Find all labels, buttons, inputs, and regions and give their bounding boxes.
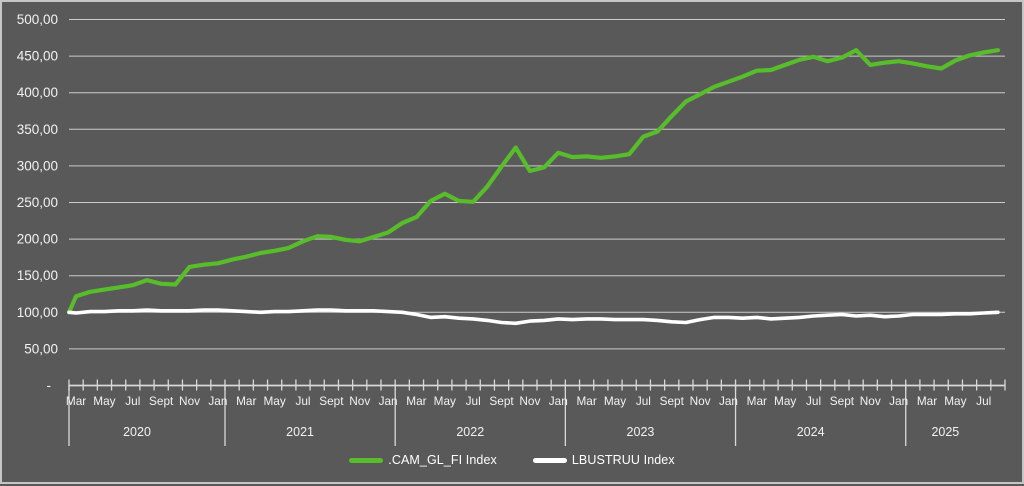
x-axis-month-label: Jul xyxy=(976,394,991,408)
x-axis-month-label: Sept xyxy=(319,394,344,408)
x-axis-month-label: Jan xyxy=(889,394,908,408)
x-axis-month-label: May xyxy=(944,394,966,408)
x-axis-month-label: Jan xyxy=(549,394,568,408)
x-axis-month-label: May xyxy=(774,394,796,408)
axis-labels: 500,00 450,00 400,00 350,00 300,00 250,00 200,… xyxy=(17,12,992,439)
y-axis-tick-label: 50,00 xyxy=(24,341,58,356)
x-axis-month-label: May xyxy=(434,394,456,408)
x-axis-month-label: Jan xyxy=(379,394,398,408)
data-series xyxy=(66,48,1001,326)
x-axis-month-label: Mar xyxy=(406,394,426,408)
x-axis-month-label: Nov xyxy=(690,394,711,408)
series-line-lbustruu xyxy=(67,308,1000,326)
x-axis-month-label: Jul xyxy=(125,394,140,408)
x-axis-month-label: Mar xyxy=(747,394,767,408)
x-axis-month-label: Jul xyxy=(466,394,481,408)
x-axis-year-label: 2023 xyxy=(627,425,655,439)
x-axis-month-label: May xyxy=(93,394,115,408)
x-axis-month-label: Jul xyxy=(806,394,821,408)
legend-item-cam-gl-fi: .CAM_GL_FI Index xyxy=(349,453,497,467)
legend: .CAM_GL_FI Index LBUSTRUU Index xyxy=(2,453,1022,467)
axes xyxy=(68,379,1006,446)
x-axis-month-label: Mar xyxy=(66,394,86,408)
white-line-swatch-icon xyxy=(532,457,567,463)
x-axis-month-label: Nov xyxy=(349,394,370,408)
x-axis-year-label: 2020 xyxy=(123,425,151,439)
y-axis-tick-label: 300,00 xyxy=(17,158,58,173)
x-axis-month-label: Sept xyxy=(660,394,685,408)
x-axis-month-label: May xyxy=(604,394,626,408)
x-axis-year-label: 2022 xyxy=(456,425,484,439)
x-axis-month-label: Mar xyxy=(576,394,596,408)
y-axis-tick-label: - xyxy=(47,378,52,393)
x-axis-month-label: May xyxy=(263,394,285,408)
green-line-swatch-icon xyxy=(349,457,384,463)
y-axis-tick-label: 250,00 xyxy=(17,195,58,210)
y-axis-tick-label: 100,00 xyxy=(17,305,58,320)
x-axis-month-label: Jul xyxy=(636,394,651,408)
x-axis-month-label: Sept xyxy=(149,394,174,408)
legend-label-lbustruu: LBUSTRUU Index xyxy=(571,453,675,467)
x-axis-year-label: 2025 xyxy=(931,425,959,439)
gridlines xyxy=(69,19,1005,350)
y-axis-tick-label: 400,00 xyxy=(17,85,58,100)
x-axis-month-label: Jan xyxy=(208,394,227,408)
x-axis-month-label: Mar xyxy=(917,394,937,408)
x-axis-month-label: Nov xyxy=(860,394,881,408)
y-axis-tick-label: 350,00 xyxy=(17,122,58,137)
x-axis-month-label: Mar xyxy=(236,394,256,408)
y-axis-tick-label: 450,00 xyxy=(17,49,58,64)
x-axis-month-label: Sept xyxy=(489,394,514,408)
legend-label-cam-gl-fi: .CAM_GL_FI Index xyxy=(388,453,497,467)
x-axis-month-label: Nov xyxy=(179,394,200,408)
y-axis-tick-label: 500,00 xyxy=(17,12,58,27)
x-axis-month-label: Sept xyxy=(830,394,855,408)
legend-item-lbustruu: LBUSTRUU Index xyxy=(532,453,675,467)
x-axis-month-label: Jul xyxy=(295,394,310,408)
x-axis-month-label: Jan xyxy=(719,394,738,408)
x-axis-year-label: 2021 xyxy=(286,425,314,439)
y-axis-tick-label: 200,00 xyxy=(17,232,58,247)
x-axis-year-label: 2024 xyxy=(797,425,825,439)
x-axis-month-label: Nov xyxy=(519,394,540,408)
series-line-cam-gl-fi xyxy=(66,48,1001,315)
y-axis-tick-label: 150,00 xyxy=(17,268,58,283)
